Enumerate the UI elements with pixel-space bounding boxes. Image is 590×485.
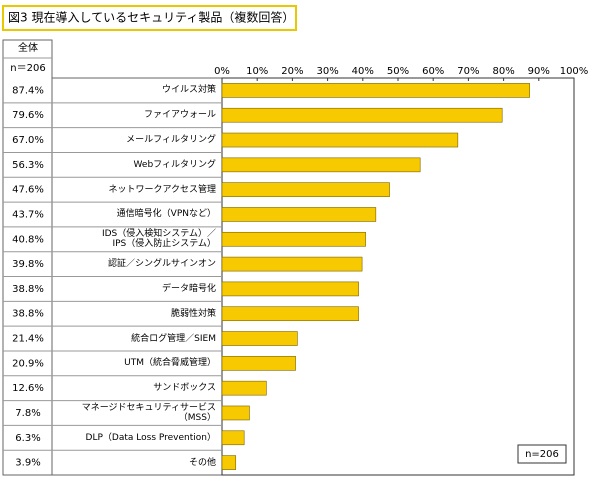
bar — [221, 231, 366, 247]
x-tick-label: 60% — [422, 66, 444, 77]
value-label: 20.9% — [12, 358, 44, 369]
value-label: 87.4% — [12, 85, 44, 96]
value-label: 40.8% — [12, 234, 44, 245]
bar — [221, 157, 421, 173]
category-label: サンドボックス — [153, 383, 216, 394]
bar — [221, 83, 530, 98]
category-label: 通信暗号化（VPNなど） — [116, 209, 216, 220]
bar — [221, 380, 267, 396]
x-tick-label: 90% — [528, 66, 550, 77]
value-label: 6.3% — [15, 433, 40, 444]
bar — [221, 430, 245, 446]
category-label: UTM（統合脅威管理） — [124, 358, 216, 369]
x-tick-label: 70% — [457, 66, 479, 77]
value-label: 12.6% — [12, 383, 44, 394]
x-tick-label: 0% — [214, 66, 230, 77]
value-label: 3.9% — [15, 458, 40, 469]
bar — [221, 331, 298, 346]
bar — [221, 405, 250, 421]
category-label: DLP（Data Loss Prevention） — [85, 432, 216, 443]
value-label: 7.8% — [15, 408, 40, 419]
bar — [221, 132, 459, 148]
bar — [221, 107, 503, 123]
category-label: データ暗号化 — [161, 283, 216, 294]
sample-label: n＝206 — [10, 63, 45, 74]
value-label: 43.7% — [12, 209, 44, 220]
category-label: IDS（侵入検知システム）／ IPS（侵入防止システム） — [101, 229, 216, 250]
x-tick-label: 80% — [492, 66, 514, 77]
x-tick-label: 30% — [316, 66, 338, 77]
category-label: 統合ログ管理／SIEM — [131, 333, 216, 344]
value-label: 21.4% — [12, 334, 44, 345]
value-label: 38.8% — [12, 284, 44, 295]
category-label: 脆弱性対策 — [170, 308, 216, 319]
value-label: 79.6% — [12, 110, 44, 121]
value-label: 39.8% — [12, 259, 44, 270]
x-tick-label: 40% — [352, 66, 374, 77]
x-tick-label: 50% — [387, 66, 409, 77]
x-tick-label: 100% — [560, 66, 589, 77]
category-label: その他 — [188, 457, 216, 468]
value-label: 56.3% — [12, 160, 44, 171]
bar — [221, 182, 390, 197]
x-tick-label: 10% — [246, 66, 268, 77]
category-label: ネットワークアクセス管理 — [108, 184, 216, 195]
title-box — [2, 5, 297, 31]
annotation: n=206 — [525, 449, 559, 460]
value-label: 38.8% — [12, 309, 44, 320]
value-label: 67.0% — [12, 135, 44, 146]
bar — [221, 281, 359, 297]
category-label: メールフィルタリング — [126, 135, 216, 146]
bar — [221, 207, 377, 222]
bar — [221, 306, 359, 322]
category-label: Webフィルタリング — [133, 159, 216, 170]
annotation-box — [517, 444, 567, 464]
bar — [221, 256, 363, 272]
value-label: 47.6% — [12, 185, 44, 196]
category-label: 認証／シングルサインオン — [107, 259, 216, 270]
bar — [221, 455, 237, 470]
column-header: 全体 — [18, 41, 38, 54]
category-label: ウイルス対策 — [161, 85, 216, 96]
category-label: ファイアウォール — [143, 110, 216, 121]
category-label: マネージドセキュリティサービス （MSS） — [81, 402, 216, 423]
chart-title: 図3 現在導入しているセキュリティ製品（複数回答） — [8, 10, 294, 25]
x-tick-label: 20% — [281, 66, 303, 77]
bar — [221, 356, 296, 371]
